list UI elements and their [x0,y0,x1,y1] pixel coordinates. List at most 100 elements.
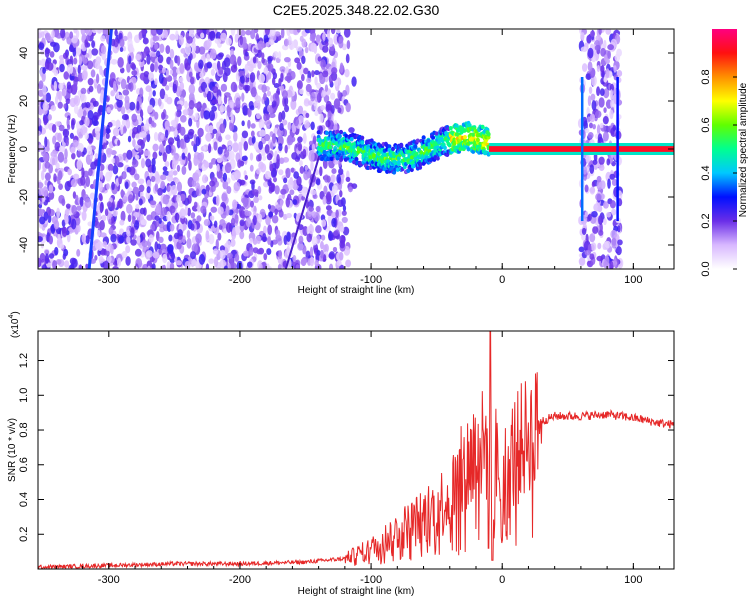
spectrogram-cell [188,99,195,110]
spectrogram-cell [120,210,126,222]
spectrogram-cell [331,168,337,175]
spectrogram-cell [250,87,257,98]
spectrogram-cell [68,44,74,53]
spectrogram-cell [301,186,308,197]
spectrogram-cell [278,209,284,218]
spectrogram-cell [603,77,607,83]
spectrogram-cell [211,157,217,165]
spectrogram-cell [162,151,167,163]
spectrogram-cell [320,105,326,111]
spectrogram-cell [305,83,312,93]
spectrogram-cell [611,237,617,246]
y-tick-label: 0.8 [18,422,30,437]
spectrogram-cell [137,178,145,185]
spectrogram-cell [264,29,270,36]
spectrogram-cell [345,53,350,64]
spectrogram-cell [607,44,615,51]
spectrogram-cell [330,29,336,35]
spectrogram-cell [243,250,250,257]
spectrogram-cell [320,234,326,241]
spectrogram-cell [604,255,610,266]
spectrogram-cell [111,158,116,164]
spectrogram-cell [154,43,159,51]
spectrogram-cell [133,211,140,218]
spectrogram-cell [589,113,596,123]
spectrogram-cell [106,255,112,263]
spectrogram-cell [308,150,315,162]
spectrogram-cell [333,230,339,237]
spectrogram-cell [302,148,307,159]
spectrogram-cell [191,179,197,188]
spectrogram-cell [203,218,211,227]
spectrogram-cell [99,170,104,180]
spectrogram-cell [211,62,218,70]
spectrogram-cell [189,251,197,260]
spectrogram-cell [267,236,272,246]
spectrogram-cell [280,188,287,195]
spectrogram-cell [143,123,150,132]
spectrogram-cell [265,41,270,48]
spectrogram-cell [38,42,45,51]
spectrogram-cell [252,215,257,226]
spectrogram-cell [77,64,81,75]
spectrogram-cell [325,119,331,128]
spectrogram-cell [91,40,96,48]
spectrogram-cell [125,245,131,254]
spectrogram-cell [83,127,88,134]
spectrogram-cell [80,29,86,36]
spectrogram-cell [245,29,252,36]
spectrogram-cell [157,187,163,196]
spectrogram-cell [58,82,64,90]
colorbar-tick-label: 0.2 [700,213,712,228]
spectrogram-cell [280,29,285,39]
spectrogram-cell [250,29,256,40]
spectrogram-cell [328,145,333,150]
spectrogram-cell [598,215,603,226]
spectrogram-cell [239,35,243,46]
spectrogram-cell [38,29,42,34]
spectrogram-cell [605,29,612,35]
spectrogram-cell [176,111,182,118]
spectrogram-cell [207,143,212,154]
spectrogram-cell [244,85,249,94]
spectrogram-cell [360,135,365,140]
spectrogram-cell [80,93,87,104]
spectrogram-cell [339,240,346,249]
spectrogram-cell [598,229,604,236]
spectrogram-cell [372,153,377,158]
spectrogram-cell [120,78,127,90]
spectrogram-cell [447,143,452,148]
spectrogram-cell [338,251,344,261]
spectrogram-cell [160,265,166,269]
spectrogram-cell [339,129,344,135]
spectrogram-cell [283,177,288,184]
colorbar: 0.0 0.2 0.4 0.6 0.8 Normalized spectral ampl… [700,29,749,277]
spectrogram-cell [207,125,214,134]
spectrogram-cell [224,162,232,174]
spectrogram-cell [39,252,46,263]
snr-ylabel: SNR (10 * v/v) [7,418,18,482]
spectrogram-cell [184,100,188,110]
spectrogram-cell [250,130,255,138]
spectrogram-cell [263,92,267,101]
spectrogram-cell [119,219,125,226]
spectrogram-cell [284,38,289,47]
spectrogram-cell [390,146,395,152]
spectrogram-cell [297,242,304,251]
snr-series-line [38,331,674,569]
spectrogram-cell [600,47,607,57]
spectrogram-cell [79,196,84,207]
spectrogram-cell [62,128,70,138]
spectrogram-cell [100,45,107,55]
spectrogram-cell [278,249,283,260]
spectrogram-cell [209,48,217,60]
spectrogram-cell [203,161,210,168]
spectrogram-cell [591,100,597,111]
spectrogram-cell [195,233,202,244]
x-tick-label: -300 [98,274,120,286]
spectrogram-cell [90,69,96,78]
spectrogram-cell [81,65,88,71]
spectrogram-cell [313,103,318,111]
spectrogram-cell [127,135,132,143]
spectrogram-cell [133,266,139,269]
